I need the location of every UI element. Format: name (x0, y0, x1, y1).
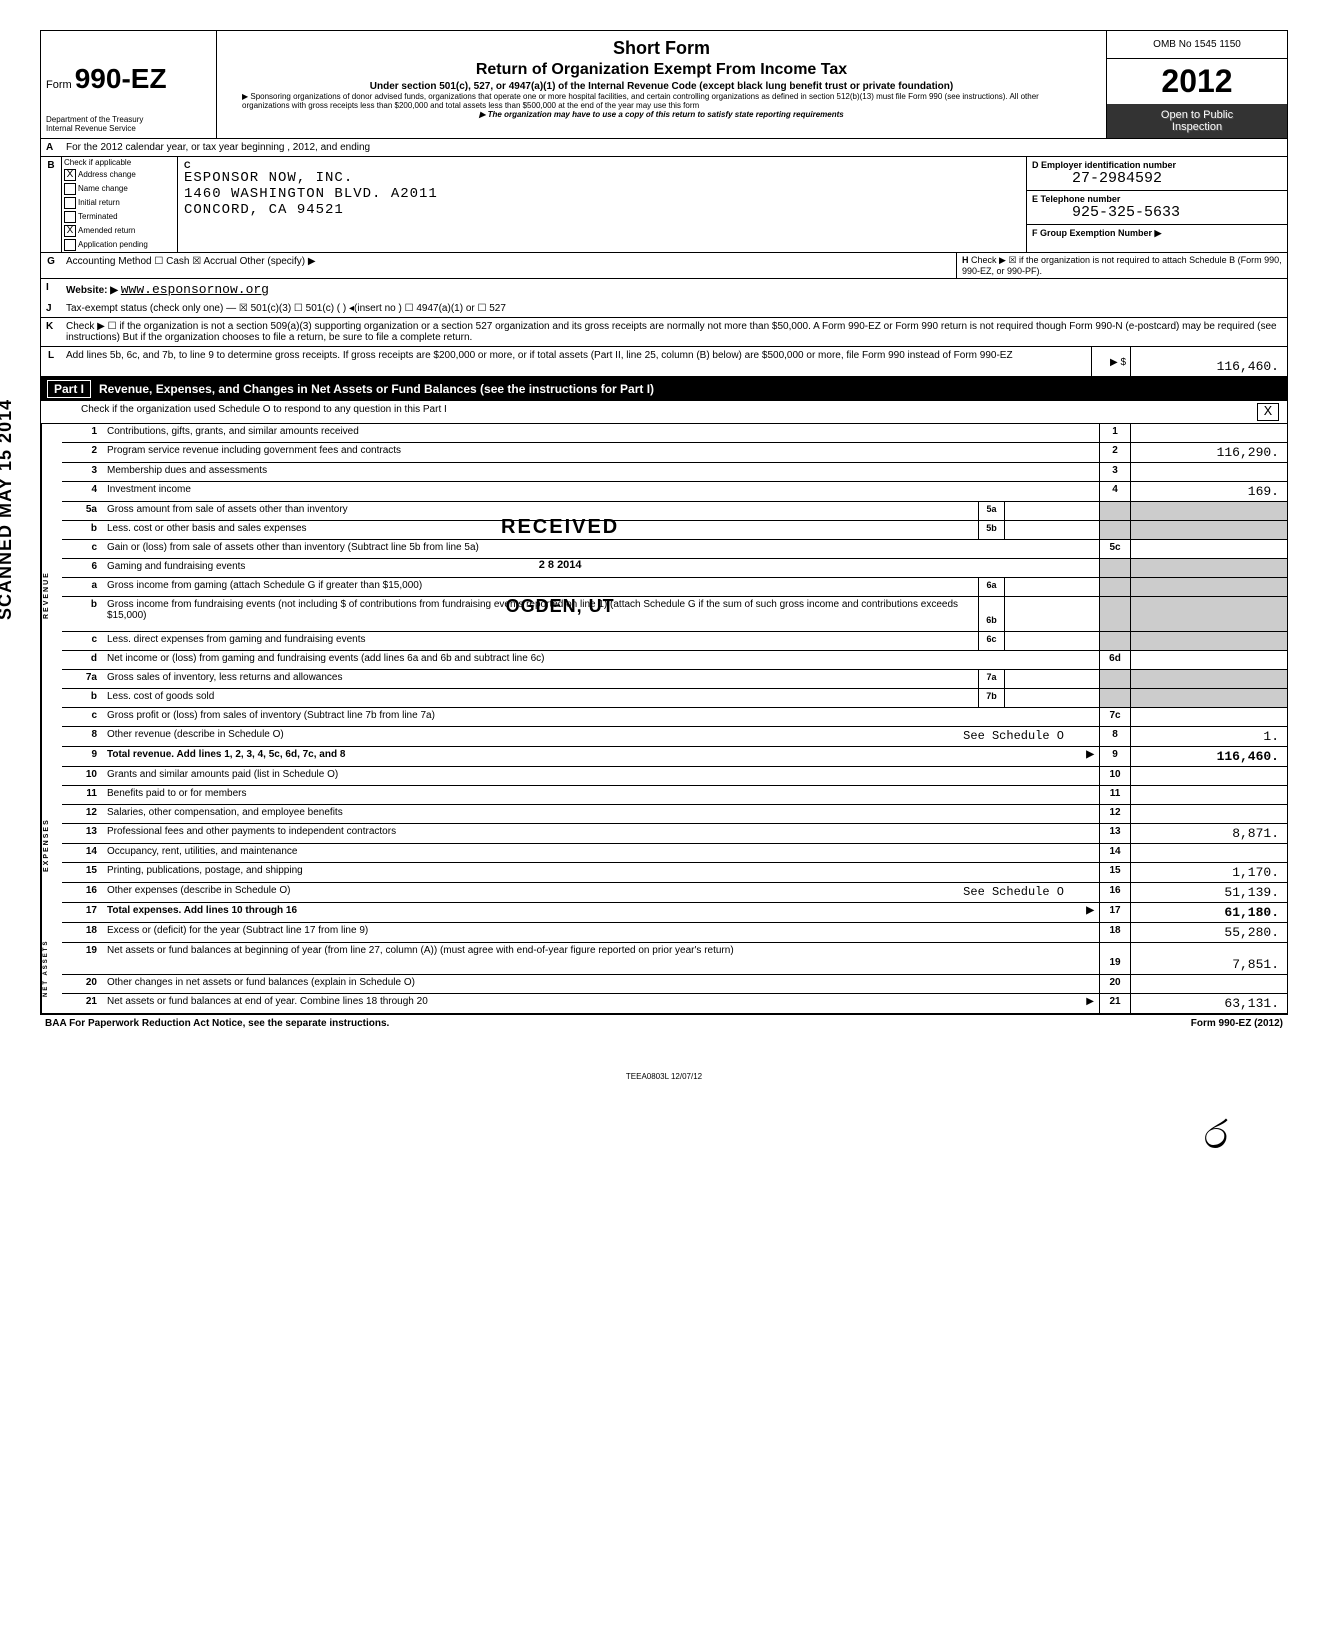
row-j: J Tax-exempt status (check only one) — ☒… (41, 300, 1287, 318)
line16-amount: 51,139. (1130, 883, 1287, 902)
checkbox-initial[interactable] (64, 197, 76, 209)
line9-amount: 116,460. (1130, 747, 1287, 766)
org-addr2: CONCORD, CA 94521 (184, 202, 1020, 218)
dept-treasury: Department of the Treasury (46, 115, 211, 124)
ein: 27-2984592 (1032, 170, 1282, 187)
phone: 925-325-5633 (1032, 204, 1282, 221)
schedule-o-checkbox[interactable]: X (1257, 403, 1279, 421)
row-i: I Website: ▶ www.esponsornow.org (41, 279, 1287, 300)
gross-receipts: 116,460. (1130, 347, 1287, 376)
open-to-public: Open to Public Inspection (1107, 104, 1287, 138)
expenses-section: EXPENSES 10Grants and similar amounts pa… (41, 767, 1287, 923)
revenue-section: REVENUE 1Contributions, gifts, grants, a… (41, 424, 1287, 767)
checkbox-pending[interactable] (64, 239, 76, 251)
row-l: L Add lines 5b, 6c, and 7b, to line 9 to… (41, 347, 1287, 377)
form-label: Form (46, 79, 72, 91)
checkbox-terminated[interactable] (64, 211, 76, 223)
header-note2: ▶ The organization may have to use a cop… (227, 110, 1096, 119)
header-left: Form 990-EZ Department of the Treasury I… (41, 31, 217, 138)
checkbox-name[interactable] (64, 183, 76, 195)
part1-header: Part I Revenue, Expenses, and Changes in… (41, 377, 1287, 401)
line19-amount: 7,851. (1130, 943, 1287, 974)
row-k: K Check ▶ ☐ if the organization is not a… (41, 318, 1287, 347)
row-g-h: G Accounting Method ☐ Cash ☒ Accrual Oth… (41, 253, 1287, 279)
omb-number: OMB No 1545 1150 (1107, 31, 1287, 59)
check-column: Check if applicable XAddress change Name… (62, 157, 178, 252)
website: www.esponsornow.org (121, 282, 269, 297)
line18-amount: 55,280. (1130, 923, 1287, 942)
line21-amount: 63,131. (1130, 994, 1287, 1013)
block-c: C ESPONSOR NOW, INC. 1460 WASHINGTON BLV… (178, 157, 1026, 252)
header-center: Short Form Return of Organization Exempt… (217, 31, 1106, 138)
line17-amount: 61,180. (1130, 903, 1287, 922)
org-name: ESPONSOR NOW, INC. (184, 170, 1020, 186)
scanned-stamp: SCANNED MAY 15 2014 (0, 399, 16, 620)
subtitle: Under section 501(c), 527, or 4947(a)(1)… (227, 81, 1096, 92)
form-number: 990-EZ (75, 63, 167, 94)
form-header: Form 990-EZ Department of the Treasury I… (41, 31, 1287, 139)
software-footer: TEEA0803L 12/07/12 (40, 1072, 1288, 1081)
dept-irs: Internal Revenue Service (46, 124, 211, 133)
org-addr1: 1460 WASHINGTON BLVD. A2011 (184, 186, 1020, 202)
net-assets-section: NET ASSETS 18Excess or (deficit) for the… (41, 923, 1287, 1014)
checkbox-amended[interactable]: X (64, 225, 76, 237)
header-note1: ▶ Sponsoring organizations of donor advi… (227, 92, 1096, 110)
block-d: D Employer identification number 27-2984… (1026, 157, 1287, 252)
checkbox-address[interactable]: X (64, 169, 76, 181)
line2-amount: 116,290. (1130, 443, 1287, 462)
received-stamp: RECEIVED 2 8 2014 OGDEN, UT (501, 516, 619, 617)
line15-amount: 1,170. (1130, 863, 1287, 882)
page-footer: BAA For Paperwork Reduction Act Notice, … (40, 1015, 1288, 1032)
signature-initials: ර (40, 1081, 1288, 1168)
form-990ez: Form 990-EZ Department of the Treasury I… (40, 30, 1288, 1015)
part1-check-row: Check if the organization used Schedule … (41, 401, 1287, 424)
row-a: A For the 2012 calendar year, or tax yea… (41, 139, 1287, 157)
line4-amount: 169. (1130, 482, 1287, 501)
header-right: OMB No 1545 1150 2012 Open to Public Ins… (1106, 31, 1287, 138)
title-short-form: Short Form (227, 38, 1096, 59)
line8-amount: 1. (1130, 727, 1287, 746)
entity-block: B Check if applicable XAddress change Na… (41, 157, 1287, 253)
tax-year: 2012 (1107, 59, 1287, 104)
title-return: Return of Organization Exempt From Incom… (227, 61, 1096, 79)
line13-amount: 8,871. (1130, 824, 1287, 843)
